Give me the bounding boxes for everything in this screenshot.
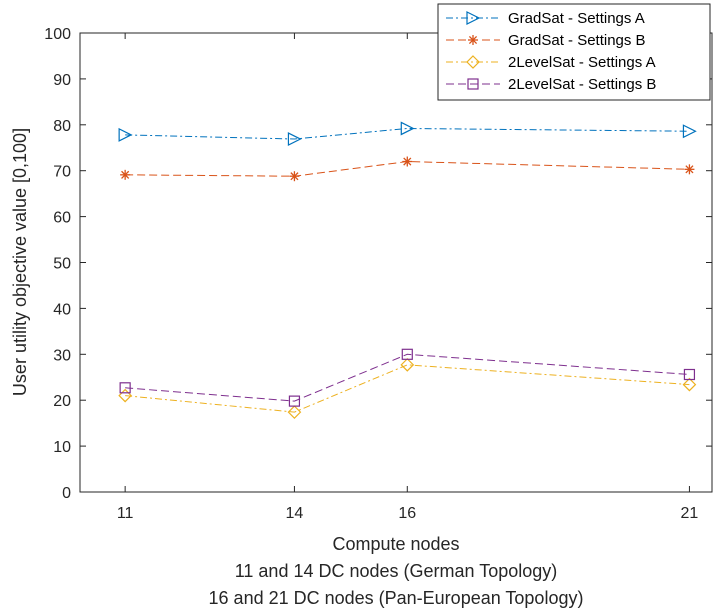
y-tick-label: 80 xyxy=(53,118,71,135)
legend-marker xyxy=(466,11,481,25)
x-tick-label: 21 xyxy=(681,505,699,522)
legend-item: 2LevelSat - Settings B xyxy=(446,76,656,93)
data-point xyxy=(682,377,697,392)
data-point xyxy=(684,164,695,175)
x-axis-sublabel-paneuropean: 16 and 21 DC nodes (Pan-European Topolog… xyxy=(209,588,584,608)
legend-label: GradSat - Settings B xyxy=(508,32,646,49)
series-3 xyxy=(119,348,696,407)
data-point xyxy=(682,124,697,139)
y-tick-label: 30 xyxy=(53,347,71,364)
y-tick-label: 20 xyxy=(53,393,71,410)
x-tick-label: 11 xyxy=(117,505,134,522)
data-point xyxy=(402,156,413,167)
legend-item: GradSat - Settings B xyxy=(446,32,646,49)
data-point xyxy=(289,171,300,182)
y-axis-label: User utility objective value [0,100] xyxy=(10,128,30,396)
legend-label: GradSat - Settings A xyxy=(508,10,645,27)
legend: GradSat - Settings A GradSat - Settings B… xyxy=(437,3,711,101)
series-line xyxy=(125,127,690,140)
data-point xyxy=(118,388,132,403)
y-axis: 0 10 20 30 40 50 60 70 80 90 100 xyxy=(44,26,712,502)
y-tick-label: 70 xyxy=(53,164,71,181)
series-line xyxy=(125,364,690,413)
legend-item: 2LevelSat - Settings A xyxy=(446,54,656,71)
y-tick-label: 50 xyxy=(53,256,71,273)
data-point xyxy=(288,395,301,407)
legend-label: 2LevelSat - Settings B xyxy=(508,76,656,93)
y-tick-label: 10 xyxy=(53,439,71,456)
y-tick-label: 40 xyxy=(53,301,71,318)
data-point xyxy=(683,368,696,381)
legend-item: GradSat - Settings A xyxy=(446,10,645,27)
x-tick-label: 14 xyxy=(286,505,304,522)
series-0 xyxy=(118,121,697,146)
data-point xyxy=(400,358,415,372)
x-axis-sublabel-german: 11 and 14 DC nodes (German Topology) xyxy=(235,561,558,581)
legend-marker xyxy=(468,35,478,45)
y-tick-label: 0 xyxy=(62,485,71,502)
series-line xyxy=(125,353,690,402)
x-axis-label: Compute nodes xyxy=(332,534,459,554)
data-point xyxy=(119,382,131,394)
legend-marker xyxy=(467,78,479,90)
y-tick-label: 100 xyxy=(44,26,71,43)
legend-marker xyxy=(466,55,480,69)
plot-area xyxy=(79,32,713,493)
data-point xyxy=(401,348,413,360)
data-point xyxy=(118,127,133,142)
data-point xyxy=(287,405,302,419)
legend-label: 2LevelSat - Settings A xyxy=(508,54,656,71)
x-axis: 11 14 16 21 xyxy=(117,33,699,522)
data-point xyxy=(400,121,415,136)
y-tick-label: 90 xyxy=(53,72,71,89)
y-tick-label: 60 xyxy=(53,210,71,227)
series-line xyxy=(125,161,690,177)
x-tick-label: 16 xyxy=(398,505,416,522)
data-point xyxy=(287,132,302,146)
series-layer xyxy=(118,121,697,419)
series-1 xyxy=(120,156,695,182)
series-2 xyxy=(118,358,697,419)
data-point xyxy=(120,169,131,180)
